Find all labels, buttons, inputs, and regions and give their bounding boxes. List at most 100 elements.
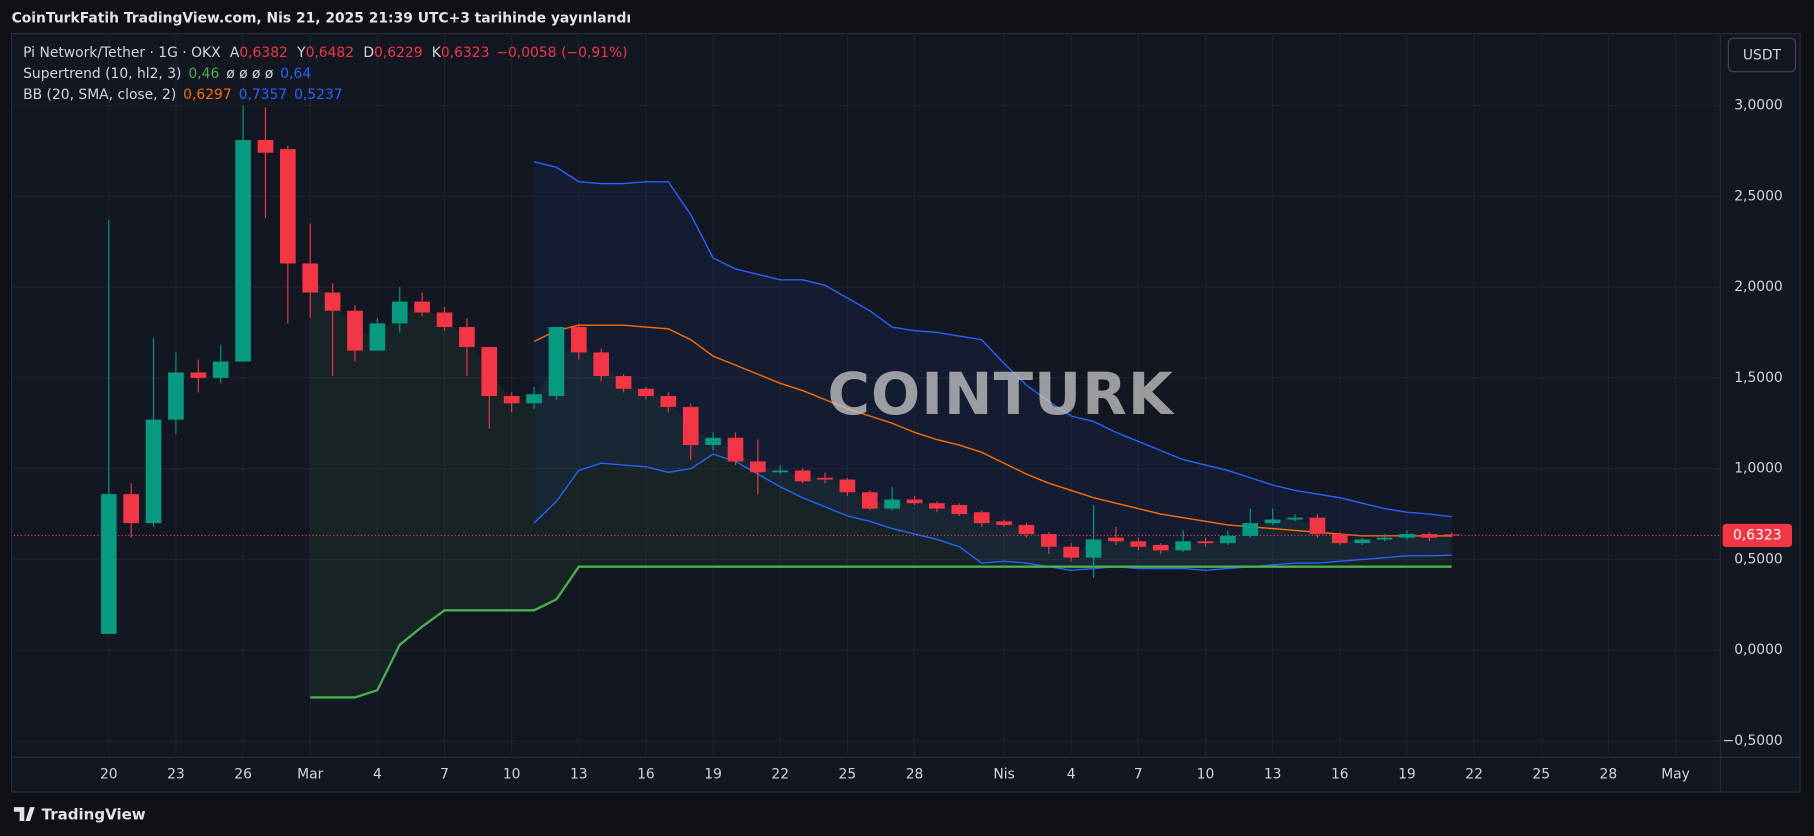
candle-body bbox=[1376, 537, 1393, 540]
x-tick-label: 19 bbox=[1398, 767, 1416, 783]
x-tick-label: May bbox=[1661, 767, 1690, 783]
candle-body bbox=[1242, 523, 1259, 536]
unit-label[interactable]: USDT bbox=[1743, 48, 1782, 64]
legend-item: 0,6323 bbox=[441, 45, 490, 61]
candle-body bbox=[548, 327, 565, 397]
candle-body bbox=[1309, 517, 1326, 535]
tv-logo bbox=[13, 807, 35, 821]
indicator-line bbox=[533, 453, 1452, 572]
candle-body bbox=[1130, 541, 1147, 547]
candle-body bbox=[145, 419, 162, 524]
legend-item: 0,6297 bbox=[183, 87, 232, 103]
candle-body bbox=[391, 301, 408, 324]
candle-body bbox=[347, 310, 363, 351]
legend-item: Pi Network/Tether · 1G · OKX bbox=[23, 45, 221, 61]
candle-body bbox=[1197, 541, 1214, 544]
y-tick-label: −0,5000 bbox=[1723, 733, 1783, 749]
y-tick-label: 3,0000 bbox=[1734, 98, 1783, 114]
candle-body bbox=[212, 361, 229, 378]
x-tick-label: 25 bbox=[839, 767, 857, 783]
legend-item: D bbox=[363, 45, 374, 61]
legend-item: Supertrend (10, hl2, 3) bbox=[23, 66, 181, 82]
x-tick-label: 26 bbox=[234, 767, 252, 783]
x-tick-label: 22 bbox=[1465, 767, 1483, 783]
y-tick-label: 1,5000 bbox=[1734, 370, 1783, 386]
candle-body bbox=[1018, 524, 1035, 535]
candle-body bbox=[100, 494, 117, 634]
candle-body bbox=[929, 503, 945, 509]
candle-body bbox=[772, 470, 789, 473]
candle-body bbox=[839, 479, 856, 493]
candle-body bbox=[369, 323, 386, 351]
candle-body bbox=[660, 396, 677, 407]
candle-body bbox=[996, 521, 1012, 525]
candle-body bbox=[1108, 537, 1124, 542]
candle-body bbox=[1040, 534, 1057, 547]
candle-body bbox=[526, 394, 542, 404]
candle-body bbox=[503, 396, 520, 404]
supertrend-fill bbox=[310, 278, 1452, 698]
candle-body bbox=[906, 499, 923, 504]
watermark: COINTURK bbox=[827, 360, 1175, 428]
footer-brand: TradingView bbox=[42, 806, 146, 824]
x-tick-label: 10 bbox=[503, 767, 521, 783]
x-tick-label: 13 bbox=[570, 767, 588, 783]
candle-body bbox=[324, 292, 341, 311]
candle-body bbox=[1354, 539, 1371, 544]
x-tick-label: 7 bbox=[440, 767, 449, 783]
legend-item: 0,6229 bbox=[374, 45, 423, 61]
x-tick-label: 13 bbox=[1264, 767, 1282, 783]
y-tick-label: 2,5000 bbox=[1734, 188, 1783, 204]
x-tick-label: 23 bbox=[167, 767, 185, 783]
candle-body bbox=[190, 372, 207, 378]
candle-body bbox=[1264, 519, 1281, 524]
y-tick-label: 1,0000 bbox=[1734, 461, 1783, 477]
x-tick-label: 25 bbox=[1532, 767, 1550, 783]
candle-body bbox=[682, 406, 699, 446]
legend-ohlc: Pi Network/Tether · 1G · OKX A0,6382 Y0,64… bbox=[23, 45, 627, 61]
x-tick-label: 4 bbox=[1067, 767, 1076, 783]
x-tick-label: 16 bbox=[1331, 767, 1349, 783]
candle-body bbox=[570, 327, 587, 353]
candle-body bbox=[884, 499, 900, 509]
legend-item: 0,5237 bbox=[294, 87, 343, 103]
candle-body bbox=[817, 477, 833, 480]
candle-body bbox=[414, 301, 430, 313]
candle-body bbox=[1443, 534, 1460, 536]
candle-body bbox=[1287, 517, 1303, 520]
price-tag-label: 0,6323 bbox=[1733, 527, 1782, 543]
candle-body bbox=[750, 461, 766, 473]
x-tick-label: 16 bbox=[637, 767, 655, 783]
legend-item: A bbox=[230, 45, 240, 61]
x-tick-label: Nis bbox=[993, 767, 1014, 783]
candle-body bbox=[794, 470, 811, 482]
y-tick-label: 0,5000 bbox=[1734, 551, 1783, 567]
candle-body bbox=[593, 352, 610, 377]
candle-body bbox=[1063, 546, 1080, 558]
publish-header: CoinTurkFatih TradingView.com, Nis 21, 2… bbox=[12, 11, 632, 27]
legend-item: 0,7357 bbox=[239, 87, 288, 103]
plot bbox=[13, 34, 1801, 793]
candle-body bbox=[1085, 539, 1102, 558]
unit-button[interactable] bbox=[1727, 37, 1797, 73]
legend-item: 0,6482 bbox=[306, 45, 355, 61]
x-tick-label: 20 bbox=[100, 767, 118, 783]
price-tag bbox=[1722, 523, 1793, 547]
candle-body bbox=[280, 149, 296, 264]
legend-supertrend: Supertrend (10, hl2, 3) 0,46 ø ø ø ø 0,64 bbox=[23, 66, 311, 82]
candle-body bbox=[481, 347, 498, 397]
candle-body bbox=[973, 512, 990, 524]
candle-body bbox=[951, 504, 968, 515]
y-tick-label: 0,0000 bbox=[1734, 642, 1783, 658]
legend-item: BB (20, SMA, close, 2) bbox=[23, 87, 176, 103]
legend-item: 0,6382 bbox=[239, 45, 288, 61]
candle-body bbox=[459, 327, 475, 348]
legend-item: K bbox=[432, 45, 442, 61]
legend-item: 0,46 bbox=[188, 66, 219, 82]
candle-body bbox=[1152, 544, 1169, 551]
candle-body bbox=[436, 312, 453, 328]
candle-body bbox=[615, 376, 632, 389]
legend-item: Y bbox=[296, 45, 306, 61]
legend-item: −0,0058 bbox=[496, 45, 556, 61]
x-tick-label: Mar bbox=[297, 767, 323, 783]
